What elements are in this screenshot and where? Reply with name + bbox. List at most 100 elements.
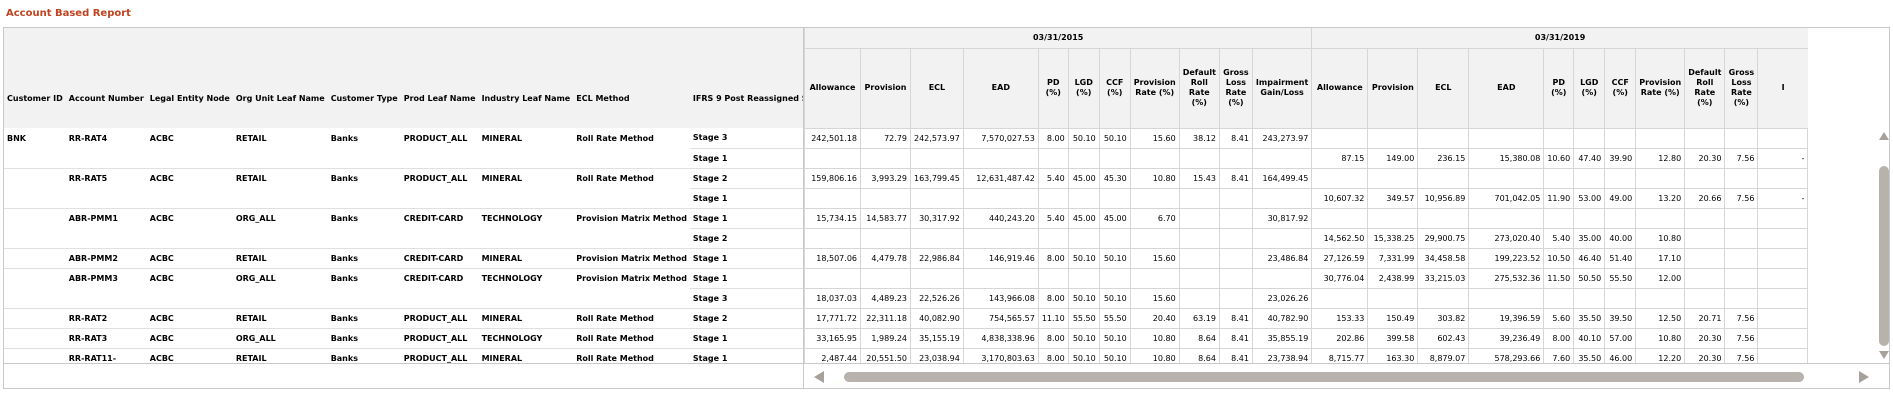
cell-customer (4, 168, 66, 188)
cell-industry (478, 228, 574, 249)
metric-header[interactable]: Gross Loss Rate (%) (1218, 48, 1253, 129)
metric-header[interactable]: ECL (1417, 48, 1469, 129)
column-header[interactable]: Org Unit Leaf Name (232, 28, 328, 128)
column-header[interactable]: Customer ID (4, 28, 66, 128)
metric-cell (1178, 187, 1220, 209)
column-header[interactable]: IFRS 9 Post Reassigned Stage/POCI (689, 28, 803, 128)
table-row[interactable]: BNK RR-RAT4 ACBC RETAIL Banks PRODUCT_ALL MINE… (4, 128, 803, 149)
cell-industry (478, 148, 574, 169)
table-row[interactable]: ABR-PMM3 ACBC ORG_ALL Banks CREDIT-CARD TECHN… (4, 268, 803, 289)
table-row[interactable]: RR-RAT2 ACBC RETAIL Banks PRODUCT_ALL MINERAL… (4, 308, 803, 329)
metric-cell: 8.64 (1178, 347, 1220, 363)
horizontal-scroll-thumb[interactable] (844, 372, 1804, 382)
metric-header[interactable]: CCF (%) (1098, 48, 1131, 129)
cell-org: ORG_ALL (235, 273, 276, 283)
cell-legal: ACBC (146, 308, 233, 329)
scrolling-columns[interactable]: 03/31/2015 03/31/2019 Allowance Provision E… (804, 28, 1889, 363)
metric-header[interactable]: Default Roll Rate (%) (1684, 48, 1725, 129)
metric-cell (1417, 287, 1470, 309)
metric-cell (1757, 207, 1809, 229)
metric-header[interactable]: Provision (860, 48, 911, 129)
table-row[interactable]: Stage 3 (4, 288, 803, 309)
metric-header[interactable]: Gross Loss Rate (%) (1724, 48, 1758, 129)
metrics-row: 242,501.18 72.79 242,573.97 7,570,027.53 8.0… (804, 127, 1809, 149)
table-row[interactable]: Stage 1 (4, 188, 803, 209)
cell-account (65, 288, 147, 309)
metric-header[interactable]: Allowance (1311, 48, 1368, 129)
metric-cell: 18,037.03 (804, 287, 861, 309)
metric-header[interactable]: I (1757, 48, 1808, 129)
metric-cell: 47.40 (1573, 147, 1606, 169)
metric-cell: 202.86 (1311, 327, 1369, 349)
column-header[interactable]: Account Number (65, 28, 147, 128)
cell-ctype: Banks (330, 273, 358, 283)
metric-cell: 22,311.18 (860, 307, 911, 329)
column-header[interactable]: Prod Leaf Name (400, 28, 479, 128)
metric-cell (1635, 127, 1686, 149)
table-row[interactable]: RR-RAT11- ACBC RETAIL Banks PRODUCT_ALL MINER… (4, 348, 803, 363)
table-row[interactable]: ABR-PMM2 ACBC RETAIL Banks CREDIT-CARD MINERA… (4, 248, 803, 269)
metric-cell: 149.00 (1367, 147, 1419, 169)
metric-cell (1724, 247, 1759, 269)
metric-header[interactable]: Provision Rate (%) (1635, 48, 1685, 129)
column-header[interactable]: Industry Leaf Name (478, 28, 574, 128)
metric-header[interactable]: Provision (1367, 48, 1418, 129)
metric-cell: 22,986.84 (910, 247, 964, 269)
date-group-header: 03/31/2019 (1311, 28, 1808, 49)
metric-header[interactable]: ECL (910, 48, 964, 129)
column-header[interactable]: ECL Method (573, 28, 690, 128)
metric-cell (1067, 187, 1100, 209)
metric-header[interactable]: Provision Rate (%) (1129, 48, 1180, 129)
metric-cell: 15.43 (1178, 167, 1220, 189)
cell-account: ABR-PMM3 (68, 273, 118, 283)
vertical-scrollbar[interactable] (1878, 128, 1889, 363)
scroll-down-arrow-icon[interactable] (1879, 351, 1889, 359)
metric-header[interactable]: PD (%) (1037, 48, 1069, 129)
scroll-right-arrow-icon[interactable] (1859, 371, 1869, 383)
cell-stage: Stage 1 (689, 328, 803, 349)
metric-cell (1067, 227, 1100, 249)
metric-cell: 8.41 (1218, 347, 1253, 363)
metric-header[interactable]: LGD (%) (1573, 48, 1605, 129)
scroll-up-arrow-icon[interactable] (1879, 132, 1889, 140)
cell-legal: ACBC (149, 273, 174, 283)
cell-method: Roll Rate Method (576, 173, 654, 183)
metric-cell: 50.10 (1098, 327, 1131, 349)
metric-header[interactable]: Default Roll Rate (%) (1178, 48, 1220, 129)
metric-cell: 8.00 (1543, 327, 1575, 349)
column-header[interactable]: Legal Entity Node (146, 28, 233, 128)
table-row[interactable]: RR-RAT5 ACBC RETAIL Banks PRODUCT_ALL MINERAL… (4, 168, 803, 189)
metric-cell (1037, 267, 1069, 289)
metric-header[interactable]: EAD (962, 48, 1039, 129)
metric-cell: 143,966.08 (962, 287, 1039, 309)
cell-ctype: Banks (330, 213, 358, 223)
metric-header[interactable]: Allowance (804, 48, 861, 129)
metric-header[interactable]: CCF (%) (1604, 48, 1636, 129)
vertical-scroll-thumb[interactable] (1879, 166, 1889, 346)
metric-cell (1573, 127, 1606, 149)
column-header[interactable]: Customer Type (327, 28, 401, 128)
scroll-left-arrow-icon[interactable] (814, 371, 824, 383)
table-row[interactable]: RR-RAT3 ACBC ORG_ALL Banks PRODUCT_ALL TECHNO… (4, 328, 803, 349)
cell-customer (4, 288, 66, 309)
metric-cell (1543, 127, 1575, 149)
metrics-row: 159,806.16 3,993.29 163,799.45 12,631,487.4… (804, 167, 1809, 189)
metric-cell: 8.41 (1218, 167, 1253, 189)
table-row[interactable]: Stage 2 (4, 228, 803, 249)
metric-cell (1757, 267, 1809, 289)
cell-ctype: Banks (327, 328, 401, 349)
metric-cell (1543, 287, 1575, 309)
metric-header[interactable]: LGD (%) (1067, 48, 1100, 129)
table-row[interactable]: Stage 1 (4, 148, 803, 169)
metric-cell: 55.50 (1067, 307, 1100, 329)
metric-cell (1635, 287, 1686, 309)
horizontal-scrollbar[interactable] (814, 368, 1869, 384)
metric-header[interactable]: Impairment Gain/Loss (1251, 48, 1312, 129)
cell-org: RETAIL (232, 248, 328, 269)
table-row[interactable]: ABR-PMM1 ACBC ORG_ALL Banks CREDIT-CARD TECHN… (4, 208, 803, 229)
cell-customer: BNK (7, 133, 26, 143)
metric-cell (1635, 167, 1686, 189)
metric-header[interactable]: EAD (1468, 48, 1544, 129)
frozen-columns: Customer ID Account Number Legal Entity No… (4, 28, 804, 363)
metric-header[interactable]: PD (%) (1543, 48, 1574, 129)
